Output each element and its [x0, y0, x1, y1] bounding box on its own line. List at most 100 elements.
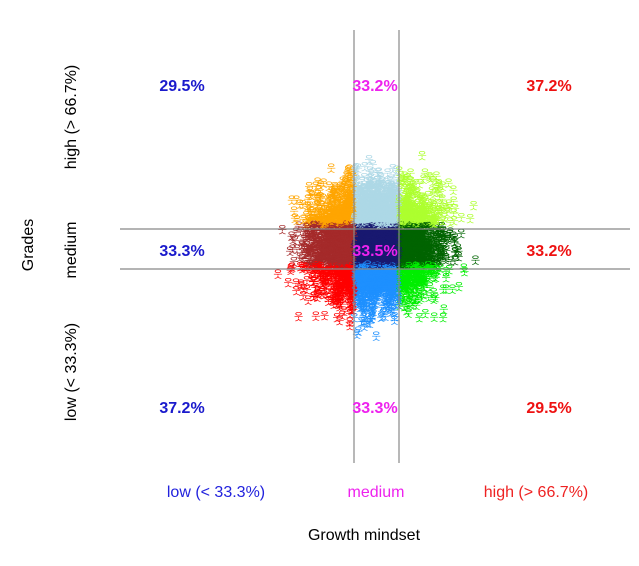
data-point: 웃 — [402, 212, 411, 224]
data-point: 웃 — [369, 251, 378, 263]
data-point: 웃 — [392, 249, 401, 261]
data-point: 웃 — [406, 208, 415, 220]
data-point: 웃 — [337, 231, 346, 243]
data-point: 웃 — [338, 214, 347, 226]
data-point: 웃 — [396, 221, 405, 233]
data-point: 웃 — [422, 246, 431, 258]
data-point: 웃 — [377, 218, 386, 230]
data-point: 웃 — [344, 272, 353, 284]
data-point: 웃 — [376, 248, 385, 260]
data-point: 웃 — [343, 240, 352, 252]
data-point: 웃 — [449, 185, 458, 197]
data-point: 웃 — [398, 230, 407, 242]
data-point: 웃 — [366, 218, 375, 230]
data-point: 웃 — [366, 177, 375, 189]
data-point: 웃 — [381, 202, 390, 214]
data-point: 웃 — [344, 212, 353, 224]
data-point: 웃 — [356, 268, 365, 280]
data-point: 웃 — [434, 232, 443, 244]
data-point: 웃 — [382, 293, 391, 305]
data-point: 웃 — [428, 231, 437, 243]
data-point: 웃 — [381, 311, 390, 323]
data-point: 웃 — [396, 225, 405, 237]
data-point: 웃 — [359, 224, 368, 236]
data-point: 웃 — [413, 241, 422, 253]
data-point: 웃 — [375, 270, 384, 282]
data-point: 웃 — [359, 269, 368, 281]
data-point: 웃 — [371, 238, 380, 250]
data-point: 웃 — [413, 258, 422, 270]
data-point: 웃 — [399, 282, 408, 294]
data-point: 웃 — [429, 232, 438, 244]
data-point: 웃 — [311, 216, 320, 228]
data-point: 웃 — [365, 247, 374, 259]
data-point: 웃 — [343, 251, 352, 263]
data-point: 웃 — [403, 212, 412, 224]
data-point: 웃 — [362, 249, 371, 261]
data-point: 웃 — [372, 237, 381, 249]
data-point: 웃 — [378, 268, 387, 280]
data-point: 웃 — [318, 278, 327, 290]
data-point: 웃 — [391, 243, 400, 255]
data-point: 웃 — [339, 240, 348, 252]
data-point: 웃 — [404, 259, 413, 271]
data-point: 웃 — [429, 245, 438, 257]
data-point: 웃 — [405, 191, 414, 203]
data-point: 웃 — [394, 280, 403, 292]
data-point: 웃 — [384, 229, 393, 241]
data-point: 웃 — [316, 271, 325, 283]
data-point: 웃 — [333, 192, 342, 204]
data-point: 웃 — [383, 208, 392, 220]
data-point: 웃 — [421, 208, 430, 220]
data-point: 웃 — [287, 262, 296, 274]
data-point: 웃 — [400, 221, 409, 233]
data-point: 웃 — [335, 279, 344, 291]
data-point: 웃 — [358, 202, 367, 214]
data-point: 웃 — [380, 235, 389, 247]
data-point: 웃 — [374, 216, 383, 228]
data-point: 웃 — [378, 224, 387, 236]
data-point: 웃 — [417, 237, 426, 249]
data-point: 웃 — [347, 247, 356, 259]
data-point: 웃 — [345, 259, 354, 271]
data-point: 웃 — [343, 204, 352, 216]
data-point: 웃 — [394, 246, 403, 258]
data-point: 웃 — [381, 227, 390, 239]
data-point: 웃 — [396, 224, 405, 236]
data-point: 웃 — [421, 208, 430, 220]
data-point: 웃 — [385, 273, 394, 285]
data-point: 웃 — [419, 275, 428, 287]
data-point: 웃 — [414, 252, 423, 264]
data-point: 웃 — [344, 208, 353, 220]
data-point: 웃 — [471, 255, 480, 267]
data-point: 웃 — [345, 246, 354, 258]
data-point: 웃 — [367, 277, 376, 289]
data-point: 웃 — [334, 299, 343, 311]
data-point: 웃 — [366, 238, 375, 250]
data-point: 웃 — [408, 219, 417, 231]
data-point: 웃 — [382, 237, 391, 249]
data-point: 웃 — [309, 258, 318, 270]
data-point: 웃 — [362, 216, 371, 228]
data-point: 웃 — [361, 187, 370, 199]
data-point: 웃 — [400, 208, 409, 220]
data-point: 웃 — [385, 210, 394, 222]
data-point: 웃 — [370, 179, 379, 191]
data-point: 웃 — [396, 286, 405, 298]
data-point: 웃 — [420, 228, 429, 240]
data-point: 웃 — [431, 215, 440, 227]
data-point: 웃 — [402, 242, 411, 254]
data-point: 웃 — [381, 237, 390, 249]
data-point: 웃 — [361, 269, 370, 281]
data-point: 웃 — [394, 198, 403, 210]
data-point: 웃 — [315, 260, 324, 272]
data-point: 웃 — [328, 249, 337, 261]
data-point: 웃 — [331, 208, 340, 220]
data-point: 웃 — [362, 233, 371, 245]
data-point: 웃 — [368, 269, 377, 281]
data-point: 웃 — [374, 179, 383, 191]
data-point: 웃 — [352, 272, 361, 284]
data-point: 웃 — [356, 193, 365, 205]
data-point: 웃 — [446, 217, 455, 229]
